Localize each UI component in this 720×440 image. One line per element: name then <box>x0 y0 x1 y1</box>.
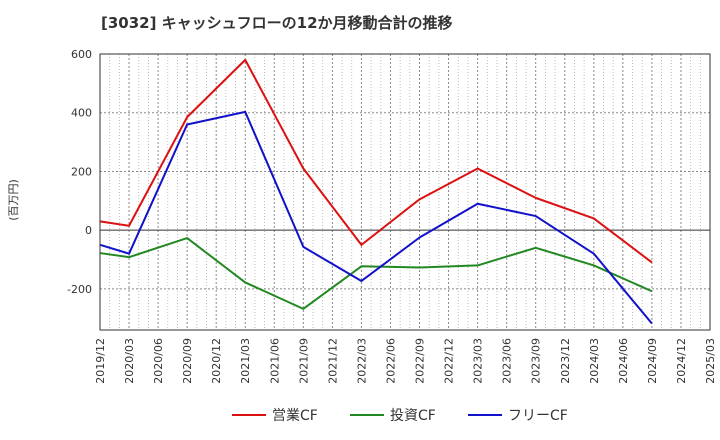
x-tick-label: 2019/12 <box>94 338 107 384</box>
x-tick-label: 2020/12 <box>210 338 223 384</box>
series-lines <box>99 58 653 325</box>
x-tick-label: 2022/12 <box>443 338 456 384</box>
x-tick-label: 2021/12 <box>326 338 339 384</box>
chart-title: [3032] キャッシュフローの12か月移動合計の推移 <box>101 14 453 32</box>
plot-frame <box>99 53 711 331</box>
y-tick-label: 400 <box>71 107 92 120</box>
legend-label: 投資CF <box>390 408 436 424</box>
x-tick-label: 2023/06 <box>501 338 514 384</box>
y-axis-label: (百万円) <box>7 179 20 221</box>
x-tick-label: 2020/09 <box>181 338 194 384</box>
y-tick-label: 600 <box>71 48 92 61</box>
x-tick-label: 2023/03 <box>472 338 485 384</box>
x-tick-label: 2022/09 <box>414 338 427 384</box>
legend-label: 営業CF <box>272 408 318 424</box>
y-tick-label: -200 <box>67 283 92 296</box>
grid-lines <box>100 53 710 330</box>
x-tick-label: 2023/09 <box>530 338 543 384</box>
x-tick-label: 2021/03 <box>239 338 252 384</box>
x-tick-label: 2021/06 <box>268 338 281 384</box>
x-tick-label: 2020/03 <box>123 338 136 384</box>
series-line-フリーCF <box>99 110 653 325</box>
y-tick-label: 200 <box>71 165 92 178</box>
y-ticks: -200 0 200 400 600 <box>67 48 92 296</box>
x-tick-label: 2024/12 <box>675 338 688 384</box>
x-tick-label: 2024/03 <box>588 338 601 384</box>
y-tick-label: 0 <box>85 224 92 237</box>
series-line-営業CF <box>99 58 653 264</box>
x-tick-label: 2023/12 <box>559 338 572 384</box>
legend-label: フリーCF <box>508 408 568 424</box>
x-tick-label: 2020/06 <box>152 338 165 384</box>
x-tick-label: 2024/09 <box>646 338 659 384</box>
series-line-投資CF <box>99 237 653 310</box>
x-ticks: 2019/12 2020/03 2020/06 2020/09 2020/12 2021/… <box>94 338 717 384</box>
x-tick-label: 2021/09 <box>297 338 310 384</box>
legend: 営業CF 投資CF フリーCF <box>232 408 568 424</box>
x-tick-label: 2025/03 <box>704 338 717 384</box>
x-tick-label: 2022/06 <box>384 338 397 384</box>
x-tick-label: 2024/06 <box>617 338 630 384</box>
x-tick-label: 2022/03 <box>355 338 368 384</box>
